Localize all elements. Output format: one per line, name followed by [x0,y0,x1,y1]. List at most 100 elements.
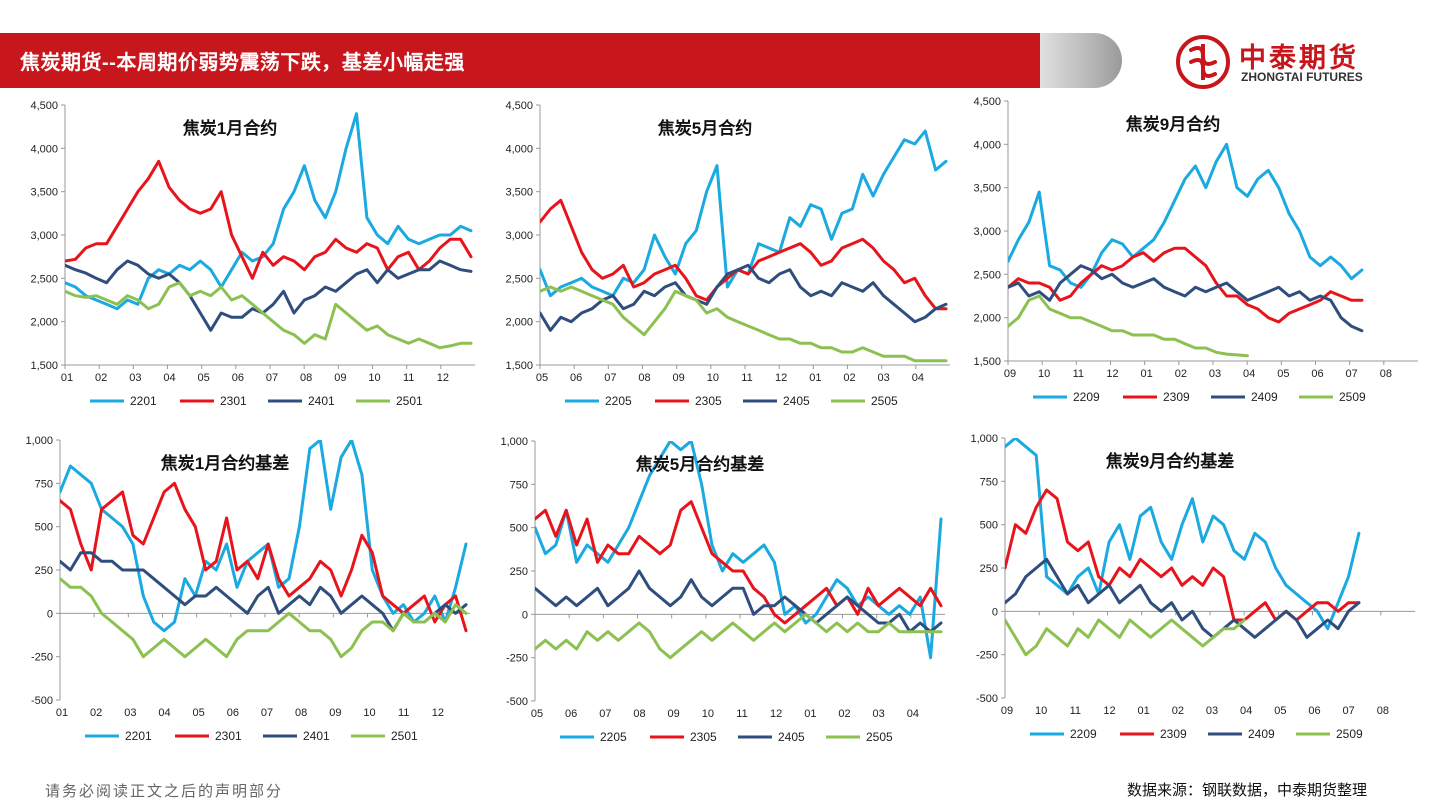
y-tick-label: 0 [522,609,528,621]
chart-title: 焦炭9月合约 [1125,114,1220,134]
x-tick-label: 05 [536,372,548,384]
y-tick-label: 2,500 [505,273,533,285]
x-tick-label: 12 [432,707,444,719]
title-bar-shadow [1040,33,1122,88]
legend-label: 2209 [1073,390,1100,401]
y-tick-label: 4,000 [973,139,1001,151]
x-tick-label: 10 [368,372,380,384]
chart-title: 焦炭5月合约 [657,118,752,138]
y-tick-label: 1,000 [25,435,53,447]
x-tick-label: 02 [95,372,107,384]
y-tick-label: 2,000 [30,317,58,329]
series-line-2309 [1008,246,1364,324]
y-tick-label: 2,000 [973,313,1001,325]
x-tick-label: 04 [907,708,919,720]
y-tick-label: 1,500 [30,360,58,372]
y-tick-label: 2,000 [505,317,533,329]
data-source-text: 数据来源：钢联数据，中泰期货整理 [1127,782,1368,799]
legend-label: 2309 [1163,390,1190,401]
y-tick-label: 750 [35,478,53,490]
disclaimer-text: 请务必阅读正文之后的声明部分 [45,782,284,800]
x-tick-label: 11 [1073,368,1084,380]
series-line-2309 [1005,488,1361,622]
x-tick-label: 09 [1001,705,1013,717]
y-tick-label: 0 [47,608,53,620]
logo-chinese-name: 中泰期货 [1239,43,1359,73]
y-tick-label: 4,500 [505,100,533,112]
legend-label: 2305 [695,394,722,405]
x-tick-label: 08 [1377,705,1389,717]
y-tick-label: 250 [980,563,998,575]
x-tick-label: 11 [1070,705,1081,717]
legend-label: 2201 [125,729,152,740]
x-tick-label: 10 [363,707,375,719]
chart-jan-contract-price: 1,500 2,000 2,500 3,000 3,500 4,000 4,500 01 02 0… [20,95,490,405]
y-tick-label: 1,500 [973,356,1001,368]
y-tick-label: 750 [510,479,528,491]
x-tick-label: 12 [775,372,787,384]
y-tick-label: 2,500 [973,269,1001,281]
x-tick-label: 09 [668,708,680,720]
x-tick-label: 05 [1277,368,1289,380]
chart-may-contract-price: 1,500 2,000 2,500 3,000 3,500 4,000 4,500 05 06 0… [495,95,965,405]
series-line-2505 [535,612,943,660]
x-tick-label: 08 [300,372,312,384]
x-tick-label: 12 [437,372,449,384]
x-tick-label: 07 [599,708,611,720]
x-tick-label: 11 [741,372,752,384]
chart-jan-contract-basis: -500 -250 0 250 500 750 1,000 01 02 03 04 05 06 07 08 0… [15,430,485,740]
chart-sep-contract-basis: -500 -250 0 250 500 750 1,000 09 10 11 12 01 02 03 04 0… [960,428,1430,738]
x-tick-label: 09 [1004,368,1016,380]
y-tick-label: -500 [506,696,528,708]
x-tick-label: 08 [638,372,650,384]
zhongtai-logo-icon [1176,35,1230,89]
chart-svg: 1,500 2,000 2,500 3,000 3,500 4,000 4,500 01 02 0… [30,100,475,405]
chart-sep-contract-price: 1,500 2,000 2,500 3,000 3,500 4,000 4,500 09 10 1… [963,91,1433,401]
y-tick-label: 3,500 [30,187,58,199]
x-tick-label: 12 [1103,705,1115,717]
chart-svg: -500 -250 0 250 500 750 1,000 09 10 11 12 01 02 03 04 0… [970,433,1415,738]
chart-title: 焦炭9月合约基差 [1105,451,1234,471]
x-tick-label: 02 [838,708,850,720]
legend-label: 2309 [1160,727,1187,738]
x-tick-label: 03 [124,707,136,719]
chart-may-contract-basis: -500 -250 0 250 500 750 1,000 05 06 07 08 09 10 11 12 0… [490,431,960,741]
x-tick-label: 07 [1343,705,1355,717]
series-line-2409 [1008,264,1364,333]
y-tick-label: 750 [980,476,998,488]
legend-label: 2301 [220,394,247,405]
x-tick-label: 06 [232,372,244,384]
y-tick-label: 0 [992,606,998,618]
y-tick-label: 2,500 [30,273,58,285]
x-tick-label: 10 [1038,368,1050,380]
chart-svg: 1,500 2,000 2,500 3,000 3,500 4,000 4,500 09 10 1… [973,96,1418,401]
x-tick-label: 08 [295,707,307,719]
y-tick-label: 4,500 [973,96,1001,108]
x-tick-label: 10 [1035,705,1047,717]
x-tick-label: 08 [1380,368,1392,380]
x-tick-label: 05 [193,707,205,719]
x-tick-label: 05 [531,708,543,720]
legend-label: 2505 [871,394,898,405]
x-tick-label: 06 [1308,705,1320,717]
y-tick-label: 3,000 [973,226,1001,238]
chart-svg: -500 -250 0 250 500 750 1,000 01 02 03 04 05 06 07 08 0… [25,435,470,740]
x-tick-label: 01 [61,372,73,384]
series-line-2401 [65,259,473,332]
x-tick-label: 04 [163,372,175,384]
x-tick-label: 03 [1209,368,1221,380]
x-tick-label: 07 [1346,368,1358,380]
series-line-2301 [60,481,468,633]
x-tick-label: 01 [56,707,68,719]
y-tick-label: -250 [31,652,53,664]
y-tick-label: 4,500 [30,100,58,112]
y-tick-label: 3,500 [505,187,533,199]
x-tick-label: 03 [873,708,885,720]
x-tick-label: 04 [1240,705,1252,717]
x-tick-label: 01 [1141,368,1153,380]
legend-label: 2405 [778,730,805,741]
legend-label: 2401 [308,394,335,405]
legend-label: 2409 [1251,390,1278,401]
x-tick-label: 03 [1206,705,1218,717]
legend-label: 2501 [396,394,423,405]
